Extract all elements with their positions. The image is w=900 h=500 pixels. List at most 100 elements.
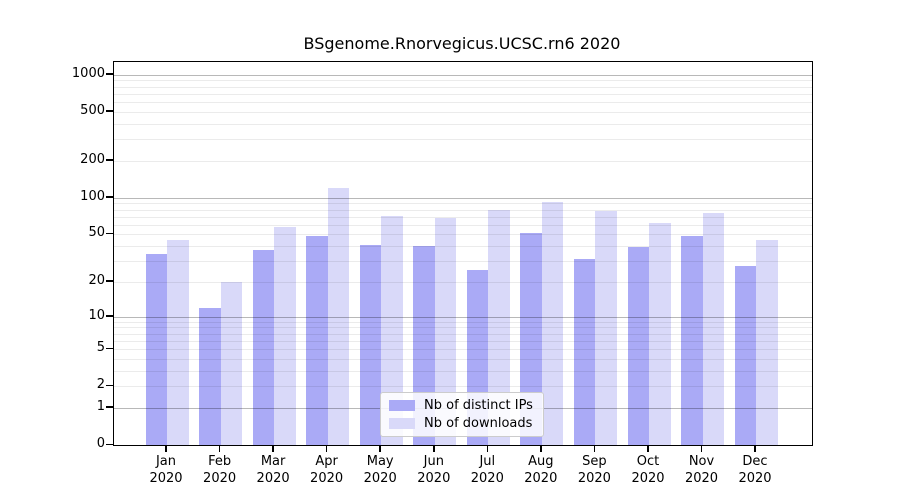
- x-tick-mark: [754, 445, 756, 452]
- gridline-minor: [114, 349, 812, 350]
- y-tick-mark: [106, 347, 113, 349]
- gridline-minor: [114, 327, 812, 329]
- gridline-minor: [114, 102, 812, 103]
- legend: Nb of distinct IPs Nb of downloads: [380, 392, 544, 437]
- y-tick-label: 0: [96, 436, 105, 451]
- x-tick-mark: [700, 445, 703, 452]
- x-tick-mark: [540, 445, 542, 452]
- bar-nb-of-downloads-jul: [488, 210, 510, 445]
- x-tick-label: Apr 2020: [310, 454, 344, 486]
- x-tick-label: Oct 2020: [631, 454, 665, 486]
- x-tick-mark: [379, 445, 381, 452]
- gridline-minor: [114, 203, 812, 205]
- x-tick-label: Jun 2020: [417, 454, 451, 486]
- bar-nb-of-distinct-ips-jan: [145, 254, 167, 445]
- gridline-minor: [114, 139, 812, 141]
- gridline-minor: [114, 80, 812, 82]
- y-tick-label: 5: [96, 340, 105, 355]
- gridline-minor: [114, 370, 812, 372]
- gridline-major: [114, 316, 812, 318]
- legend-swatch-downloads: [389, 418, 415, 429]
- gridline-minor: [114, 260, 812, 262]
- y-tick-mark: [106, 196, 113, 198]
- y-tick-mark: [106, 159, 113, 161]
- legend-label-downloads: Nb of downloads: [424, 416, 533, 431]
- y-tick-mark: [106, 384, 113, 387]
- x-tick-label: Sep 2020: [577, 454, 611, 486]
- bar-nb-of-downloads-aug: [541, 202, 564, 445]
- bar-nb-of-downloads-jun: [434, 218, 457, 445]
- y-tick-mark: [106, 443, 113, 445]
- y-tick-mark: [106, 315, 113, 317]
- bar-nb-of-downloads-jan: [167, 239, 189, 445]
- gridline-minor: [114, 358, 812, 360]
- bar-nb-of-distinct-ips-may: [359, 244, 382, 445]
- y-tick-label: 20: [88, 272, 105, 288]
- gridline-minor: [114, 224, 812, 226]
- bar-nb-of-downloads-nov: [702, 212, 724, 445]
- bar-nb-of-downloads-oct: [649, 222, 671, 445]
- x-tick-label: Jul 2020: [470, 454, 504, 486]
- y-tick-label: 2: [96, 377, 105, 393]
- bar-nb-of-distinct-ips-apr: [306, 236, 328, 445]
- gridline-minor: [114, 93, 812, 95]
- y-tick-label: 50: [88, 225, 105, 241]
- x-tick-mark: [218, 445, 221, 452]
- gridline-major: [114, 74, 812, 76]
- legend-item-downloads: Nb of downloads: [389, 416, 533, 431]
- y-tick-mark: [106, 73, 113, 75]
- bar-nb-of-distinct-ips-mar: [252, 250, 275, 445]
- bar-nb-of-downloads-mar: [274, 227, 296, 445]
- x-tick-mark: [486, 445, 488, 452]
- y-tick-label: 1: [96, 398, 105, 414]
- x-tick-label: Jan 2020: [149, 454, 183, 486]
- x-tick-label: Aug 2020: [524, 454, 558, 486]
- gridline-minor: [114, 333, 812, 335]
- y-tick-label: 1000: [71, 65, 105, 81]
- y-tick-mark: [106, 406, 113, 408]
- gridline-minor: [114, 216, 812, 218]
- gridline-minor: [114, 86, 812, 88]
- y-tick-label: 100: [80, 188, 105, 204]
- bar-nb-of-distinct-ips-dec: [734, 266, 756, 445]
- gridline-minor: [114, 321, 812, 323]
- x-tick-mark: [593, 445, 596, 452]
- gridline-minor: [114, 340, 812, 342]
- x-tick-label: Dec 2020: [738, 454, 772, 486]
- gridline-minor: [114, 246, 812, 247]
- gridline-minor: [114, 234, 812, 236]
- bar-nb-of-downloads-apr: [327, 188, 350, 445]
- y-tick-mark: [106, 232, 113, 235]
- chart-title: BSgenome.Rnorvegicus.UCSC.rn6 2020: [303, 34, 621, 53]
- legend-label-distinct-ips: Nb of distinct IPs: [424, 398, 533, 413]
- bar-nb-of-downloads-dec: [756, 239, 778, 445]
- bar-nb-of-downloads-feb: [220, 281, 242, 445]
- gridline-minor: [114, 386, 812, 388]
- x-tick-mark: [165, 445, 167, 452]
- bar-nb-of-distinct-ips-nov: [681, 236, 703, 445]
- gridline-minor: [114, 209, 812, 211]
- bar-nb-of-distinct-ips-sep: [573, 259, 596, 445]
- gridline-minor: [114, 160, 812, 162]
- x-tick-mark: [325, 445, 328, 452]
- x-tick-label: Mar 2020: [256, 454, 290, 486]
- y-tick-label: 500: [80, 102, 105, 118]
- y-tick-label: 10: [88, 307, 105, 323]
- legend-swatch-distinct-ips: [389, 400, 415, 411]
- y-tick-label: 200: [80, 151, 105, 167]
- x-tick-mark: [272, 445, 274, 452]
- plot-area: Nb of distinct IPs Nb of downloads: [113, 61, 813, 446]
- x-tick-mark: [433, 445, 435, 452]
- x-tick-label: Nov 2020: [684, 454, 719, 486]
- bar-nb-of-distinct-ips-oct: [627, 247, 649, 445]
- bar-nb-of-downloads-may: [381, 215, 403, 445]
- x-tick-label: Feb 2020: [203, 454, 237, 486]
- y-tick-mark: [106, 280, 113, 282]
- y-tick-mark: [106, 110, 113, 112]
- legend-item-distinct-ips: Nb of distinct IPs: [389, 398, 533, 413]
- gridline-minor: [114, 123, 812, 125]
- bar-nb-of-downloads-sep: [595, 210, 617, 445]
- gridline-minor: [114, 111, 812, 113]
- gridline-minor: [114, 281, 812, 283]
